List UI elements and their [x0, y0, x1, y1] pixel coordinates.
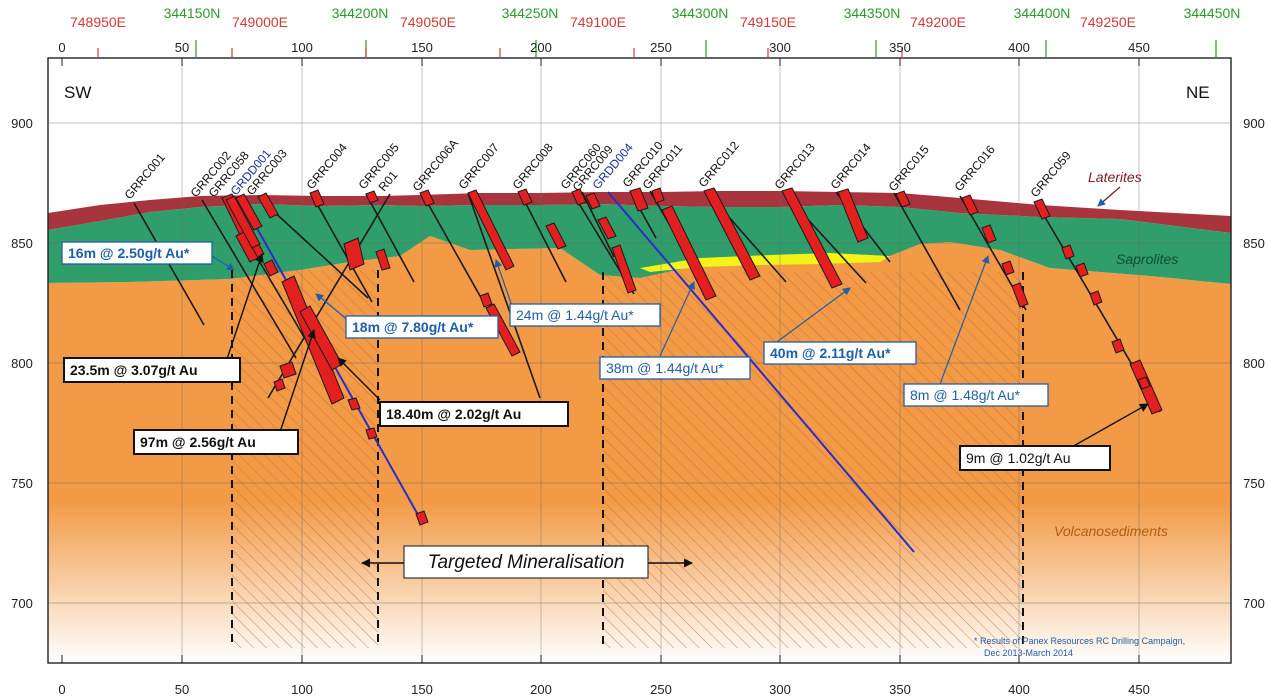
frame-ticks — [61, 58, 1140, 663]
callout-24m: 24m @ 1.44g/t Au* — [516, 307, 634, 323]
coordinate-ticks — [97, 40, 1217, 58]
northing-label: 344400N — [1014, 5, 1071, 21]
bottom-tick-label: 350 — [889, 682, 911, 697]
northing-label: 344450N — [1184, 5, 1241, 21]
direction-ne: NE — [1186, 83, 1210, 102]
northing-label: 344200N — [332, 5, 389, 21]
saprolite-layer — [48, 204, 1231, 284]
historic-callouts: 16m @ 2.50g/t Au* 18m @ 7.80g/t Au* 24m … — [61, 241, 1049, 407]
top-tick-label: 350 — [889, 40, 911, 55]
bottom-tick-label: 150 — [411, 682, 433, 697]
footnote-line-2: Dec 2013-March 2014 — [984, 648, 1073, 658]
laterites-arrow — [1097, 186, 1121, 207]
bottom-tick-label: 250 — [650, 682, 672, 697]
bottom-tick-label: 200 — [530, 682, 552, 697]
northing-label: 344250N — [502, 5, 559, 21]
easting-label: 749200E — [910, 14, 966, 30]
new-callouts: 23.5m @ 3.07g/t Au 97m @ 2.56g/t Au 18.4… — [63, 253, 1149, 471]
left-rl-label: 900 — [11, 116, 33, 131]
callout-18-40m: 18.40m @ 2.02g/t Au — [386, 406, 521, 422]
target-zone-right-hatch — [603, 272, 1023, 648]
callout-23-5m: 23.5m @ 3.07g/t Au — [70, 362, 198, 378]
right-rl-axis: 900 850 800 750 700 — [1243, 116, 1265, 611]
right-rl-label: 900 — [1243, 116, 1265, 131]
saprolites-label: Saprolites — [1116, 251, 1178, 267]
top-tick-label: 100 — [291, 40, 313, 55]
top-tick-label: 50 — [175, 40, 189, 55]
callout-8m: 8m @ 1.48g/t Au* — [910, 387, 1020, 403]
target-label-group: Targeted Mineralisation — [361, 545, 693, 579]
plot-frame — [47, 57, 1232, 664]
callout-9m: 9m @ 1.02g/t Au — [966, 450, 1071, 466]
top-distance-axis: 0 50 100 150 200 250 300 350 400 450 — [58, 40, 1149, 55]
top-tick-label: 0 — [58, 40, 65, 55]
callout-38m: 38m @ 1.44g/t Au* — [606, 360, 724, 376]
mineralised-intervals — [221, 187, 1163, 526]
bottom-distance-axis: 0 50 100 150 200 250 300 350 400 450 — [58, 682, 1149, 697]
callout-16m: 16m @ 2.50g/t Au* — [68, 245, 190, 261]
bottom-tick-label: 450 — [1128, 682, 1150, 697]
bottom-tick-label: 400 — [1008, 682, 1030, 697]
callout-97m: 97m @ 2.56g/t Au — [140, 434, 256, 450]
bottom-tick-label: 100 — [291, 682, 313, 697]
left-rl-label: 750 — [11, 476, 33, 491]
callout-18m: 18m @ 7.80g/t Au* — [352, 319, 474, 335]
left-rl-label: 700 — [11, 596, 33, 611]
right-rl-label: 700 — [1243, 596, 1265, 611]
northing-labels: 344150N 344200N 344250N 344300N 344350N … — [164, 5, 1241, 21]
left-rl-axis: 900 850 800 750 700 — [11, 116, 33, 611]
right-rl-label: 750 — [1243, 476, 1265, 491]
top-tick-label: 450 — [1128, 40, 1150, 55]
bottom-tick-label: 0 — [58, 682, 65, 697]
top-tick-label: 300 — [769, 40, 791, 55]
northing-label: 344150N — [164, 5, 221, 21]
easting-label: 749250E — [1080, 14, 1136, 30]
footnote-line-1: * Results of Panex Resources RC Drilling… — [974, 636, 1185, 646]
volcanosediments-label: Volcanosediments — [1054, 523, 1168, 539]
left-rl-label: 850 — [11, 236, 33, 251]
easting-label: 749050E — [400, 14, 456, 30]
easting-label: 749100E — [570, 14, 626, 30]
top-tick-label: 200 — [530, 40, 552, 55]
target-label: Targeted Mineralisation — [428, 552, 625, 573]
northing-label: 344350N — [844, 5, 901, 21]
easting-label: 749000E — [232, 14, 288, 30]
direction-sw: SW — [64, 83, 91, 102]
right-rl-label: 850 — [1243, 236, 1265, 251]
top-tick-label: 250 — [650, 40, 672, 55]
bottom-tick-label: 300 — [769, 682, 791, 697]
top-tick-label: 150 — [411, 40, 433, 55]
top-tick-label: 400 — [1008, 40, 1030, 55]
easting-label: 749150E — [740, 14, 796, 30]
left-rl-label: 800 — [11, 356, 33, 371]
easting-label: 748950E — [70, 14, 126, 30]
northing-label: 344300N — [672, 5, 729, 21]
bottom-tick-label: 50 — [175, 682, 189, 697]
laterites-label: Laterites — [1088, 169, 1142, 185]
callout-40m: 40m @ 2.11g/t Au* — [770, 345, 891, 361]
laterite-layer — [48, 191, 1231, 233]
right-rl-label: 800 — [1243, 356, 1265, 371]
easting-labels: 748950E 749000E 749050E 749100E 749150E … — [70, 14, 1136, 30]
